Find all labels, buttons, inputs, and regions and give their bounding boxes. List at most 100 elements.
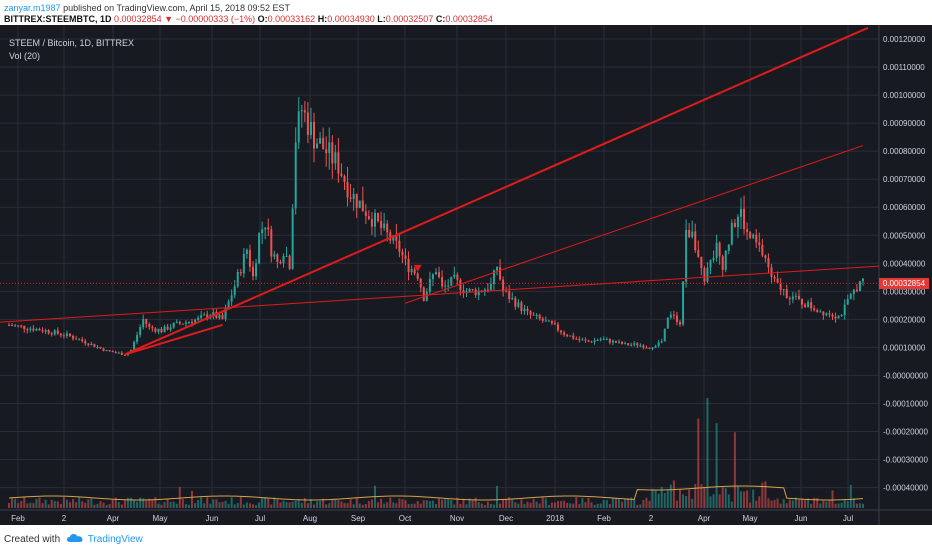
candle-body — [590, 341, 593, 343]
symbol-label: BITTREX:STEEMBTC, 1D — [4, 14, 112, 24]
x-tick-label: 2018 — [546, 514, 564, 523]
volume-bar — [355, 498, 358, 508]
candle-body — [740, 208, 742, 217]
volume-bar — [514, 502, 517, 508]
author-link[interactable]: zanyar.m1987 — [4, 3, 61, 13]
volume-bar — [389, 497, 392, 508]
candle-body — [407, 258, 410, 273]
volume-bar — [804, 500, 807, 508]
candle-body — [486, 289, 489, 291]
candle-body — [364, 211, 367, 217]
volume-bar — [258, 502, 261, 508]
candle-body — [511, 298, 514, 300]
volume-bar — [191, 490, 193, 508]
candle-body — [346, 182, 349, 198]
candle-body — [377, 212, 380, 222]
candle-body — [459, 279, 462, 291]
y-tick-label: 0.00110000 — [883, 63, 925, 72]
tradingview-brand[interactable]: TradingView — [87, 534, 143, 545]
volume-bar — [206, 497, 209, 508]
candle-body — [32, 328, 35, 331]
volume-bar — [325, 504, 328, 508]
price-chart[interactable]: 0.00120000 0.00110000 0.00100000 0.00090000… — [0, 25, 932, 525]
volume-bar — [96, 503, 99, 508]
candle-body — [20, 325, 23, 327]
volume-bar — [255, 504, 258, 508]
volume-bar — [630, 497, 633, 508]
candle-body — [358, 200, 361, 208]
candle-body — [532, 314, 535, 316]
candle-body — [431, 274, 434, 280]
footer-bar: Created with TradingView — [0, 525, 932, 550]
volume-bar — [560, 501, 563, 508]
candle-body — [84, 341, 87, 344]
candle-body — [221, 314, 224, 319]
volume-bar — [87, 499, 90, 508]
volume-bar — [123, 500, 126, 508]
volume-bar — [526, 501, 529, 508]
volume-bar — [740, 491, 742, 508]
candle-body — [123, 354, 126, 356]
volume-bar — [404, 500, 407, 508]
volume-bar — [38, 497, 41, 508]
volume-bar — [419, 503, 422, 508]
candle-body — [502, 279, 505, 292]
candle-body — [608, 338, 611, 343]
volume-bar — [544, 498, 547, 508]
candle-body — [529, 311, 532, 315]
candle-body — [212, 312, 215, 316]
volume-bar — [343, 503, 346, 508]
volume-bar — [697, 418, 700, 508]
candle-body — [706, 267, 709, 282]
header-bar: zanyar.m1987 published on TradingView.co… — [0, 0, 932, 25]
volume-bar — [465, 504, 468, 508]
candle-body — [322, 137, 325, 150]
y-tick-label: 0.00040000 — [883, 259, 926, 268]
candle-body — [797, 295, 800, 300]
volume-bar — [172, 501, 175, 508]
volume-bar — [483, 504, 486, 508]
candle-body — [499, 267, 502, 280]
chart-area[interactable]: 0.00120000 0.00110000 0.00100000 0.00090000… — [0, 25, 932, 525]
created-with-text: Created with — [4, 534, 61, 546]
candle-body — [660, 341, 663, 343]
candle-body — [41, 330, 44, 332]
candle-body — [675, 315, 678, 323]
volume-bar — [813, 497, 816, 508]
candle-body — [584, 339, 587, 341]
y-tick-label: 0.00010000 — [883, 343, 926, 352]
candle-body — [736, 216, 739, 227]
volume-bar — [743, 491, 746, 508]
candle-body — [56, 330, 59, 334]
candle-body — [370, 219, 373, 227]
volume-bar — [779, 503, 782, 508]
candle-body — [331, 142, 334, 164]
candle-body — [78, 339, 81, 341]
volume-bar — [108, 504, 111, 508]
volume-bar — [611, 497, 614, 508]
volume-bar — [474, 497, 477, 508]
volume-bar — [273, 497, 276, 508]
y-tick-label: 0.00030000 — [883, 287, 926, 296]
candle-body — [29, 328, 32, 330]
volume-bar — [303, 498, 306, 508]
volume-bar — [276, 499, 279, 508]
volume-bar — [395, 503, 398, 508]
candle-body — [709, 260, 712, 268]
volume-bar — [822, 500, 825, 508]
volume-bar — [846, 501, 849, 508]
candle-body — [398, 240, 401, 252]
candle-body — [782, 289, 785, 291]
y-tick-label: 0.00050000 — [883, 231, 926, 240]
candle-body — [374, 212, 376, 227]
volume-bar — [8, 503, 10, 508]
volume-bar — [642, 499, 645, 508]
volume-bar — [529, 502, 532, 508]
candle-body — [93, 343, 96, 347]
volume-bar — [453, 504, 456, 508]
volume-bar — [203, 503, 206, 508]
volume-bar — [511, 498, 514, 508]
candle-body — [804, 304, 807, 308]
volume-bar — [599, 503, 602, 508]
candle-body — [355, 193, 358, 208]
